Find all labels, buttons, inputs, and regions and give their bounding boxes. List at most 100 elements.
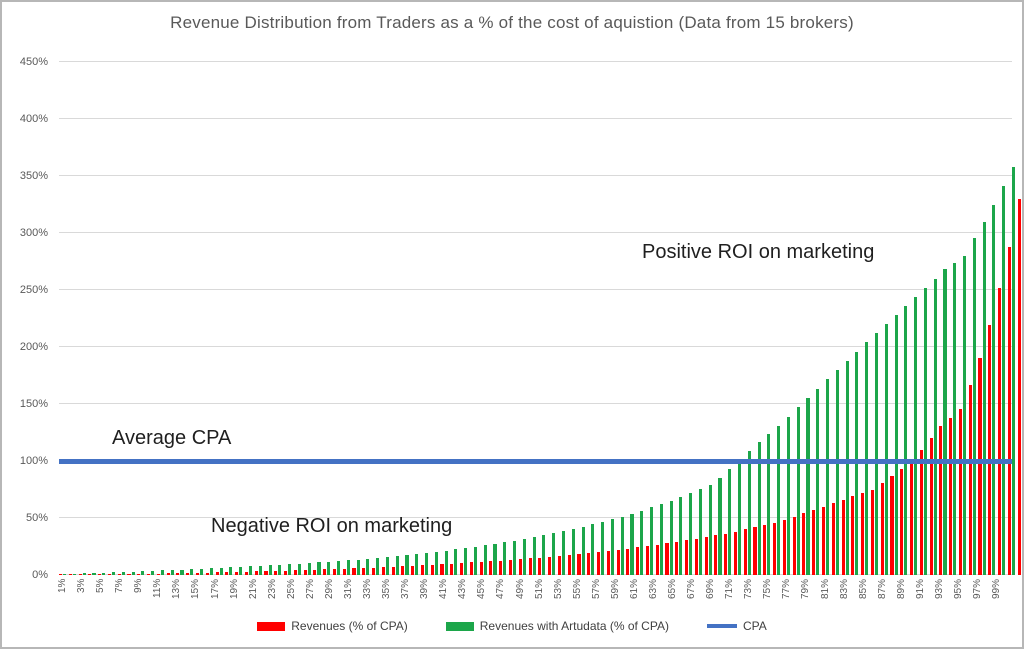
bar-revenues-artudata: [708, 484, 712, 575]
bar-revenues-artudata: [405, 555, 409, 575]
x-cell-9: 9%: [133, 579, 145, 619]
x-cell-43: 43%: [457, 579, 469, 619]
category-44: [479, 62, 490, 575]
bar-revenues: [763, 524, 767, 575]
category-80: [831, 62, 842, 575]
x-tick-label: 21%: [247, 579, 259, 600]
bar-revenues: [538, 557, 542, 575]
category-85: [880, 62, 891, 575]
x-cell-81: 81%: [820, 579, 832, 619]
bar-revenues-artudata: [1002, 186, 1006, 575]
category-54: [577, 62, 587, 575]
x-cell-55: 55%: [572, 579, 584, 619]
category-17: [215, 62, 226, 575]
bar-revenues-artudata: [503, 542, 507, 575]
category-97: [998, 62, 1008, 575]
x-cell-91: 91%: [915, 579, 927, 619]
category-4: [88, 62, 98, 575]
bar-revenues-artudata: [747, 450, 751, 575]
bar-revenues: [460, 563, 464, 575]
bar-revenues: [244, 571, 248, 575]
bar-revenues: [655, 544, 659, 575]
bar-revenues: [411, 565, 415, 575]
bar-revenues: [548, 556, 552, 575]
bar-revenues: [782, 520, 786, 575]
bar-revenues-artudata: [806, 398, 810, 575]
category-7: [117, 62, 128, 575]
bar-revenues: [78, 574, 82, 575]
gridline-300%: [59, 232, 1012, 233]
bar-revenues-artudata: [268, 565, 272, 575]
x-cell-3: 3%: [76, 579, 88, 619]
bar-revenues: [616, 549, 620, 575]
bar-revenues-artudata: [454, 549, 458, 575]
category-99: [1017, 62, 1022, 575]
legend-label-revenues-artudata: Revenues with Artudata (% of CPA): [479, 619, 669, 633]
x-tick-label: 93%: [933, 579, 945, 600]
bar-revenues-artudata: [601, 521, 605, 575]
x-cell-77: 77%: [781, 579, 793, 619]
category-78: [812, 62, 822, 575]
bar-revenues: [880, 482, 884, 575]
bar-revenues-artudata: [102, 572, 106, 575]
x-cell-83: 83%: [839, 579, 851, 619]
bar-revenues-artudata: [689, 493, 693, 575]
x-tick-label: 35%: [381, 579, 393, 600]
x-tick-label: 7%: [114, 579, 126, 594]
bar-revenues: [978, 358, 982, 575]
bar-revenues: [303, 570, 307, 575]
legend: Revenues (% of CPA) Revenues with Artuda…: [2, 619, 1022, 633]
x-cell-19: 19%: [229, 579, 241, 619]
x-cell-95: 95%: [953, 579, 965, 619]
bar-revenues: [831, 503, 835, 575]
x-tick-label: 45%: [476, 579, 488, 600]
bar-revenues: [68, 574, 72, 575]
x-cell-75: 75%: [762, 579, 774, 619]
category-56: [596, 62, 607, 575]
bar-revenues: [313, 569, 317, 575]
x-axis: 1% 3% 5% 7% 9% 11% 13% 15% 17% 19% 21% 23% 25% 27% 29%…: [57, 579, 1012, 619]
x-tick-label: 97%: [972, 579, 983, 600]
x-tick-label: 53%: [552, 579, 564, 600]
bar-revenues: [685, 540, 689, 575]
category-90: [929, 62, 940, 575]
y-tick-label: 150%: [19, 398, 48, 410]
x-tick-label: 57%: [590, 579, 602, 600]
bar-revenues: [352, 568, 356, 575]
bar-revenues: [98, 574, 102, 575]
bar-revenues-artudata: [473, 546, 477, 575]
category-61: [645, 62, 656, 575]
category-82: [851, 62, 861, 575]
category-20: [244, 62, 255, 575]
bar-revenues-artudata: [620, 516, 624, 575]
legend-item-revenues: Revenues (% of CPA): [257, 619, 408, 633]
x-cell-47: 47%: [495, 579, 507, 619]
bar-revenues: [372, 567, 376, 575]
annotation-negative-roi: Negative ROI on marketing: [211, 515, 453, 537]
category-55: [587, 62, 597, 575]
bar-revenues-artudata: [493, 543, 497, 575]
x-tick-label: 27%: [304, 579, 316, 600]
bar-revenues-artudata: [943, 269, 947, 575]
x-tick-label: 87%: [876, 579, 888, 600]
bar-revenues-artudata: [151, 570, 155, 575]
y-tick-label: 350%: [19, 170, 48, 182]
bar-revenues-artudata: [336, 561, 341, 575]
x-tick-label: 89%: [895, 579, 907, 600]
annotation-positive-roi: Positive ROI on marketing: [642, 241, 875, 263]
bar-revenues-artudata: [669, 500, 673, 575]
x-cell-93: 93%: [933, 579, 946, 619]
revenues-artudata-swatch-icon: [445, 621, 474, 631]
x-tick-label: 67%: [686, 579, 698, 600]
x-tick-label: 49%: [514, 579, 526, 600]
x-cell-67: 67%: [686, 579, 698, 619]
x-tick-label: 77%: [781, 579, 793, 600]
bar-revenues: [508, 559, 513, 575]
category-26: [303, 62, 314, 575]
bar-revenues-artudata: [874, 333, 879, 575]
category-29: [332, 62, 343, 575]
bar-revenues-artudata: [796, 407, 800, 575]
bar-revenues: [851, 496, 855, 575]
bar-revenues: [909, 459, 914, 575]
bar-revenues-artudata: [962, 255, 967, 575]
